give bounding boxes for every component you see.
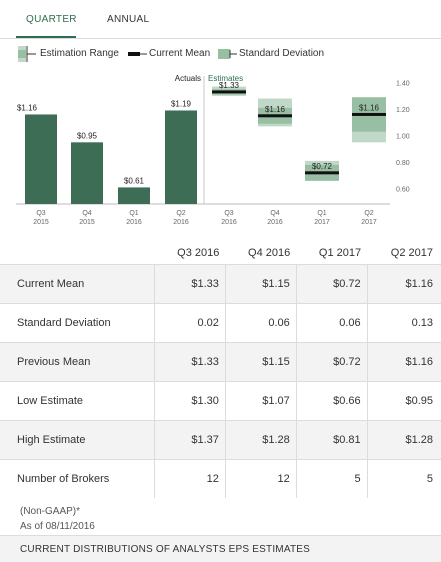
row-label: Previous Mean <box>0 342 155 382</box>
table-row: Low Estimate $1.30 $1.07 $0.66 $0.95 <box>0 381 441 421</box>
as-of-date: As of 08/11/2016 <box>20 521 95 532</box>
cell-value: $1.33 <box>154 264 226 304</box>
table-row: Current Mean $1.33 $1.15 $0.72 $1.16 <box>0 264 441 304</box>
cell-value: $1.15 <box>225 264 297 304</box>
cell-value: $1.28 <box>225 420 297 460</box>
estimation-range-swatch-icon <box>18 46 36 62</box>
row-label: High Estimate <box>0 420 155 460</box>
estimate-value-label: $1.16 <box>359 103 380 112</box>
cell-value: $1.16 <box>367 342 441 382</box>
column-header: Q3 2016 <box>177 247 220 259</box>
estimate-value-label: $0.72 <box>312 162 333 171</box>
x-tick-label: Q2 2017 <box>361 210 377 226</box>
legend-standard-deviation-label: Standard Deviation <box>239 48 325 59</box>
cell-value: $0.66 <box>296 381 368 421</box>
table-row: Number of Brokers 12 12 5 5 <box>0 459 441 498</box>
table-header-blank <box>0 242 155 265</box>
table-row: High Estimate $1.37 $1.28 $0.81 $1.28 <box>0 420 441 460</box>
x-tick-label: Q3 2015 <box>33 210 49 226</box>
cell-value: $1.37 <box>154 420 226 460</box>
cell-value: 0.06 <box>296 303 368 343</box>
x-tick-label: Q2 2016 <box>173 210 189 226</box>
table-header-row: Q3 2016 Q4 2016 Q1 2017 Q2 2017 <box>0 242 441 265</box>
x-tick-label: Q3 2016 <box>221 210 237 226</box>
x-tick-label: Q1 2017 <box>314 210 330 226</box>
current-mean-line <box>352 112 386 116</box>
actual-eps-bar <box>25 114 57 204</box>
actuals-section-label: Actuals <box>175 74 201 83</box>
standard-deviation-swatch-icon <box>218 49 237 59</box>
cell-value: $0.81 <box>296 420 368 460</box>
cell-value: 0.02 <box>154 303 226 343</box>
estimates-table: Q3 2016 Q4 2016 Q1 2017 Q2 2017 Current … <box>0 242 441 498</box>
eps-estimates-chart: Actuals Estimates $1.16 $0.95 $0.61 $1.19 $1… <box>16 74 410 226</box>
table-row: Previous Mean $1.33 $1.15 $0.72 $1.16 <box>0 342 441 382</box>
period-tabs: QUARTER ANNUAL <box>0 0 441 40</box>
cell-value: $1.28 <box>367 420 441 460</box>
row-label: Low Estimate <box>0 381 155 421</box>
cell-value: 5 <box>296 459 368 498</box>
cell-value: $0.95 <box>367 381 441 421</box>
cell-value: $1.16 <box>367 264 441 304</box>
y-tick-label: 1.00 <box>396 134 410 141</box>
tab-quarter[interactable]: QUARTER <box>26 14 77 25</box>
row-label: Standard Deviation <box>0 303 155 343</box>
legend-estimation-range-label: Estimation Range <box>40 48 119 59</box>
table-row: Standard Deviation 0.02 0.06 0.06 0.13 <box>0 303 441 343</box>
y-tick-label: 0.60 <box>396 187 410 194</box>
bar-value-label: $0.61 <box>124 176 145 185</box>
cell-value: 12 <box>154 459 226 498</box>
cell-value: $1.33 <box>154 342 226 382</box>
cell-value: 5 <box>367 459 441 498</box>
y-tick-label: 1.20 <box>396 107 410 114</box>
eps-distribution-section-title: CURRENT DISTRIBUTIONS OF ANALYSTS EPS ES… <box>20 544 311 555</box>
column-header: Q4 2016 <box>248 247 291 259</box>
cell-value: 0.13 <box>367 303 441 343</box>
tab-annual[interactable]: ANNUAL <box>107 14 150 25</box>
estimates-section-label: Estimates <box>208 74 243 83</box>
cell-value: $1.30 <box>154 381 226 421</box>
y-tick-label: 0.80 <box>396 160 410 167</box>
estimate-value-label: $1.33 <box>219 81 240 90</box>
x-tick-label: Q1 2016 <box>126 210 142 226</box>
x-tick-label: Q4 2016 <box>267 210 283 226</box>
legend-current-mean-label: Current Mean <box>149 48 211 59</box>
actual-eps-bar <box>165 110 197 204</box>
cell-value: 12 <box>225 459 297 498</box>
column-header: Q1 2017 <box>318 247 362 259</box>
bar-value-label: $1.16 <box>17 103 38 112</box>
tab-divider <box>0 38 441 39</box>
actual-eps-bar <box>118 187 150 204</box>
active-tab-indicator <box>16 36 76 38</box>
current-mean-line <box>305 171 339 175</box>
cell-value: $1.07 <box>225 381 297 421</box>
estimate-value-label: $1.16 <box>265 105 286 114</box>
row-label: Number of Brokers <box>0 459 155 498</box>
row-label: Current Mean <box>0 264 155 304</box>
cell-value: $0.72 <box>296 342 368 382</box>
current-mean-line <box>212 90 246 94</box>
bar-value-label: $1.19 <box>171 99 192 108</box>
y-tick-label: 1.40 <box>396 81 410 88</box>
cell-value: 0.06 <box>225 303 297 343</box>
current-mean-swatch-icon <box>128 52 147 56</box>
column-header: Q2 2017 <box>390 247 433 259</box>
current-mean-line <box>258 114 292 118</box>
eps-distribution-section-header[interactable]: CURRENT DISTRIBUTIONS OF ANALYSTS EPS ES… <box>0 535 441 562</box>
actual-eps-bar <box>71 142 103 204</box>
bar-value-label: $0.95 <box>77 131 98 140</box>
cell-value: $1.15 <box>225 342 297 382</box>
x-tick-label: Q4 2015 <box>79 210 95 226</box>
cell-value: $0.72 <box>296 264 368 304</box>
non-gaap-note: (Non-GAAP)* <box>20 506 81 517</box>
